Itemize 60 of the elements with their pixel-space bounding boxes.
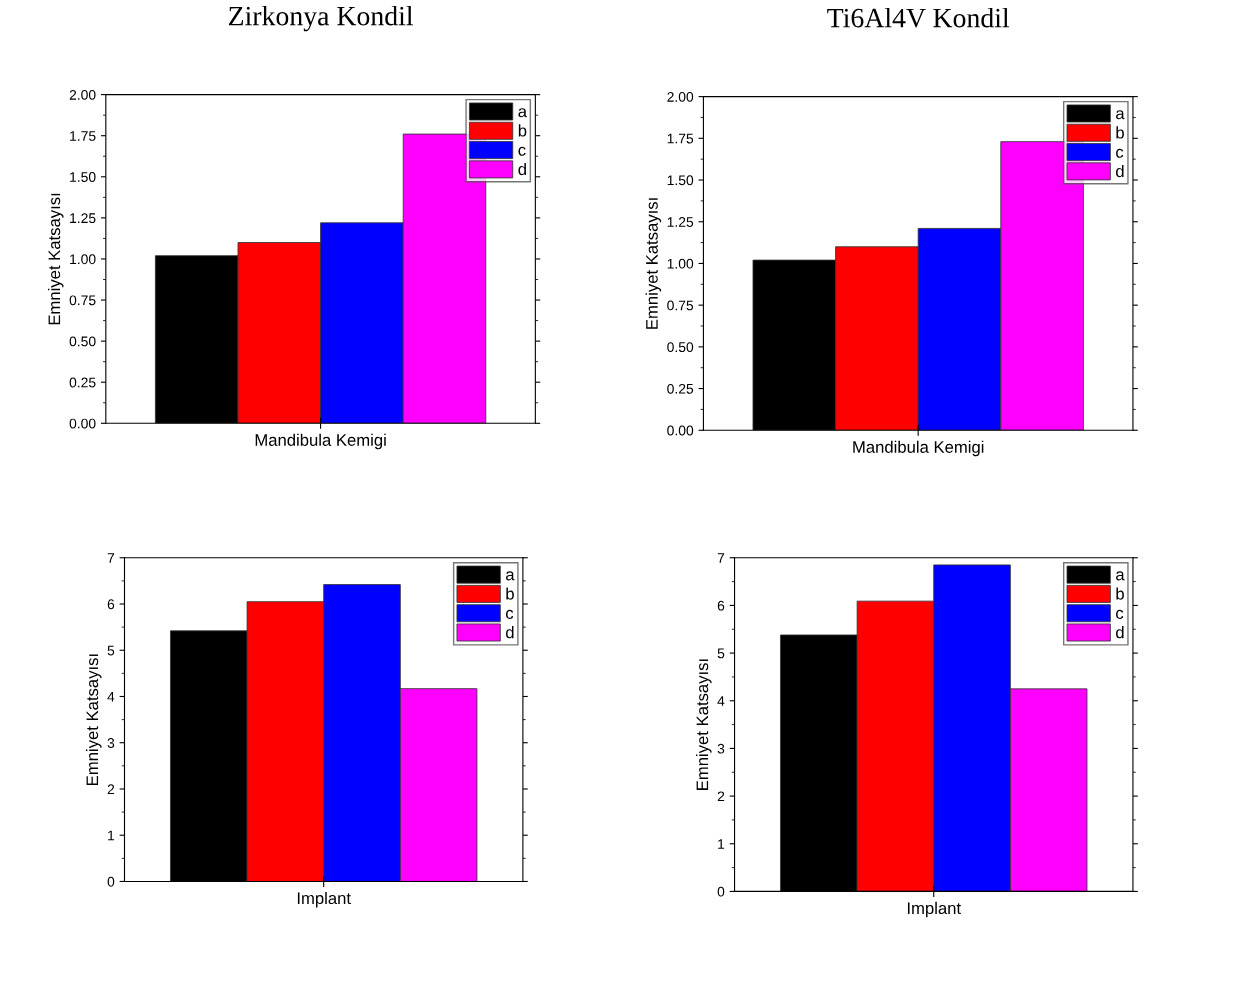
y-tick-label: 0.50 (667, 342, 694, 353)
y-tick-label: 6 (717, 600, 725, 611)
y-tick-label: 1 (718, 839, 725, 849)
y-tick-label: 0 (107, 876, 115, 887)
y-tick-label: 4 (717, 696, 725, 706)
y-tick-label: 1 (108, 830, 115, 841)
y-tick-label: 2.00 (69, 89, 96, 100)
y-tick-label: 0.00 (69, 418, 96, 429)
y-tick-label: 1.00 (667, 258, 694, 269)
legend-label: a (1116, 571, 1125, 581)
y-tick-label: 5 (717, 648, 725, 659)
y-tick-label: 1.50 (70, 172, 96, 182)
y-tick-label: 0 (717, 886, 725, 897)
y-tick-label: 1.25 (70, 213, 96, 224)
y-tick-label: 1.75 (667, 133, 694, 144)
x-tick-label: Implant (297, 891, 351, 908)
y-tick-label: 0.50 (69, 336, 96, 347)
y-tick-label: 0.75 (69, 295, 96, 306)
y-tick-label: 0.75 (667, 300, 694, 311)
legend-label: c (1116, 148, 1124, 158)
y-axis-title: Emniyet Katsayısı (696, 659, 712, 790)
legend-label: b (518, 124, 527, 137)
legend-label: c (506, 609, 514, 620)
y-tick-label: 5 (107, 645, 115, 656)
y-tick-label: 7 (717, 553, 725, 563)
y-tick-label: 1.75 (70, 131, 96, 141)
y-tick-label: 4 (107, 691, 115, 702)
legend-label: d (506, 626, 514, 639)
chart-title: Ti6Al4V Kondil (827, 7, 1010, 28)
legend-label: d (1116, 626, 1124, 639)
y-tick-label: 0.25 (69, 377, 96, 388)
x-tick-label: Implant (907, 901, 961, 918)
y-tick-label: 1.50 (667, 175, 694, 186)
legend-label: a (518, 108, 528, 118)
legend-label: b (1116, 587, 1124, 600)
y-tick-label: 3 (717, 743, 725, 754)
chart-title: Zirkonya Kondil (228, 5, 413, 32)
legend-label: b (506, 587, 514, 600)
legend-label: b (1116, 126, 1124, 139)
x-tick-label: Mandibula Kemigi (853, 440, 984, 457)
y-axis-title: Emniyet Katsayısı (645, 198, 662, 329)
y-tick-label: 1.00 (70, 254, 96, 265)
y-tick-label: 6 (107, 599, 115, 610)
y-tick-label: 7 (107, 553, 115, 563)
y-tick-label: 2 (717, 791, 725, 802)
legend-label: d (518, 162, 526, 176)
y-tick-label: 0.25 (667, 383, 694, 394)
y-tick-label: 2.00 (667, 91, 694, 102)
legend-label: a (506, 571, 515, 581)
y-axis-title: Emniyet Katsayısı (85, 654, 102, 785)
legend-label: d (1116, 164, 1124, 178)
y-tick-label: 1.25 (667, 217, 694, 227)
y-tick-label: 2 (107, 784, 115, 795)
y-axis-title: Emniyet Katsayısı (47, 193, 64, 325)
legend-label: c (1116, 609, 1124, 620)
legend-label: c (518, 146, 526, 156)
y-tick-label: 3 (107, 738, 115, 748)
x-tick-label: Mandibula Kemigi (255, 433, 386, 450)
legend-label: a (1116, 110, 1125, 120)
y-tick-label: 0.00 (667, 425, 694, 436)
